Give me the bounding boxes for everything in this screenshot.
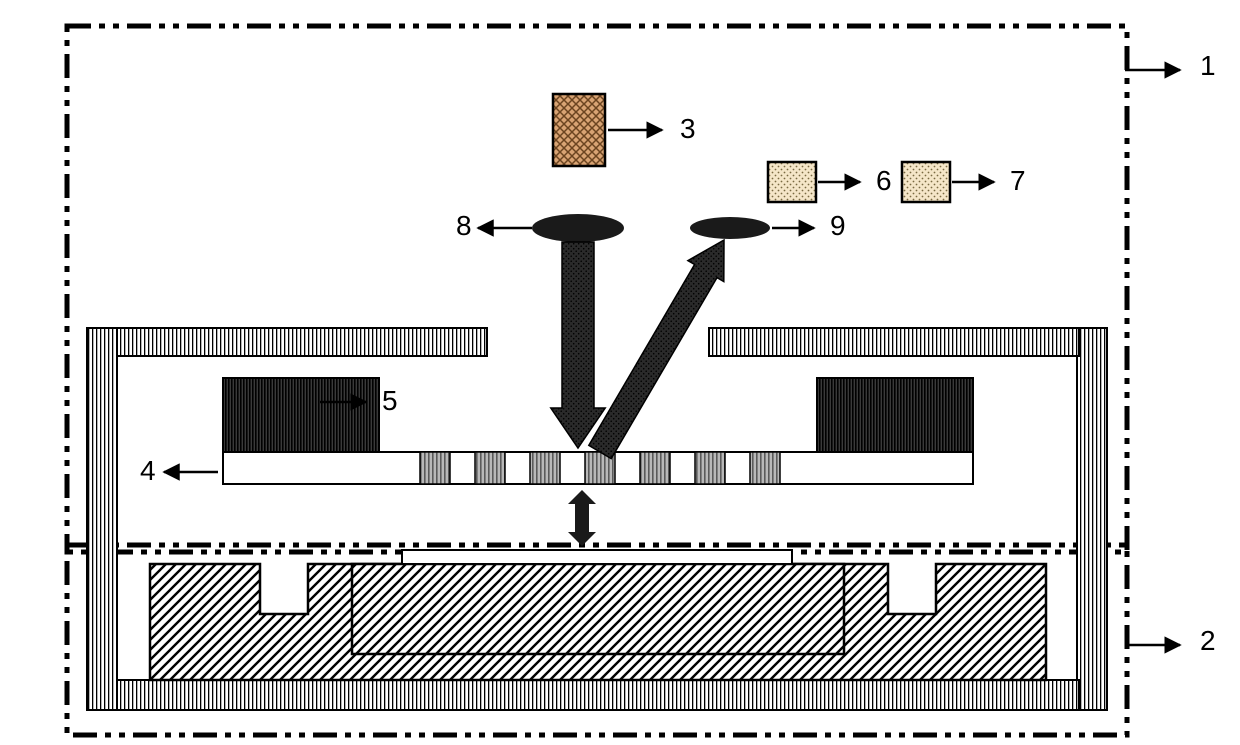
slab-insert-1 [475,452,505,484]
element-7 [902,162,950,202]
lens-8 [532,214,624,242]
slab-insert-2 [530,452,560,484]
container-wall-left [87,328,117,710]
container-wall-right [1077,328,1107,710]
slab-insert-5 [695,452,725,484]
label-text-3: 3 [680,113,696,144]
label-text-8: 8 [456,210,472,241]
element-3 [553,94,605,166]
container-lid-left [117,328,487,356]
block5-left [223,378,379,452]
label-text-7: 7 [1010,165,1026,196]
lower-block-inner [352,564,844,654]
container-lid-right [709,328,1079,356]
slab-insert-0 [420,452,450,484]
slab-insert-6 [750,452,780,484]
label-text-2: 2 [1200,625,1216,656]
lens-9 [690,217,770,239]
label-text-5: 5 [382,385,398,416]
block5-right [817,378,973,452]
element-6 [768,162,816,202]
label-text-9: 9 [830,210,846,241]
container-floor [117,680,1079,710]
label-text-1: 1 [1200,50,1216,81]
inner-plate [402,550,792,564]
label-text-4: 4 [140,455,156,486]
slab-insert-4 [640,452,670,484]
label-text-6: 6 [876,165,892,196]
